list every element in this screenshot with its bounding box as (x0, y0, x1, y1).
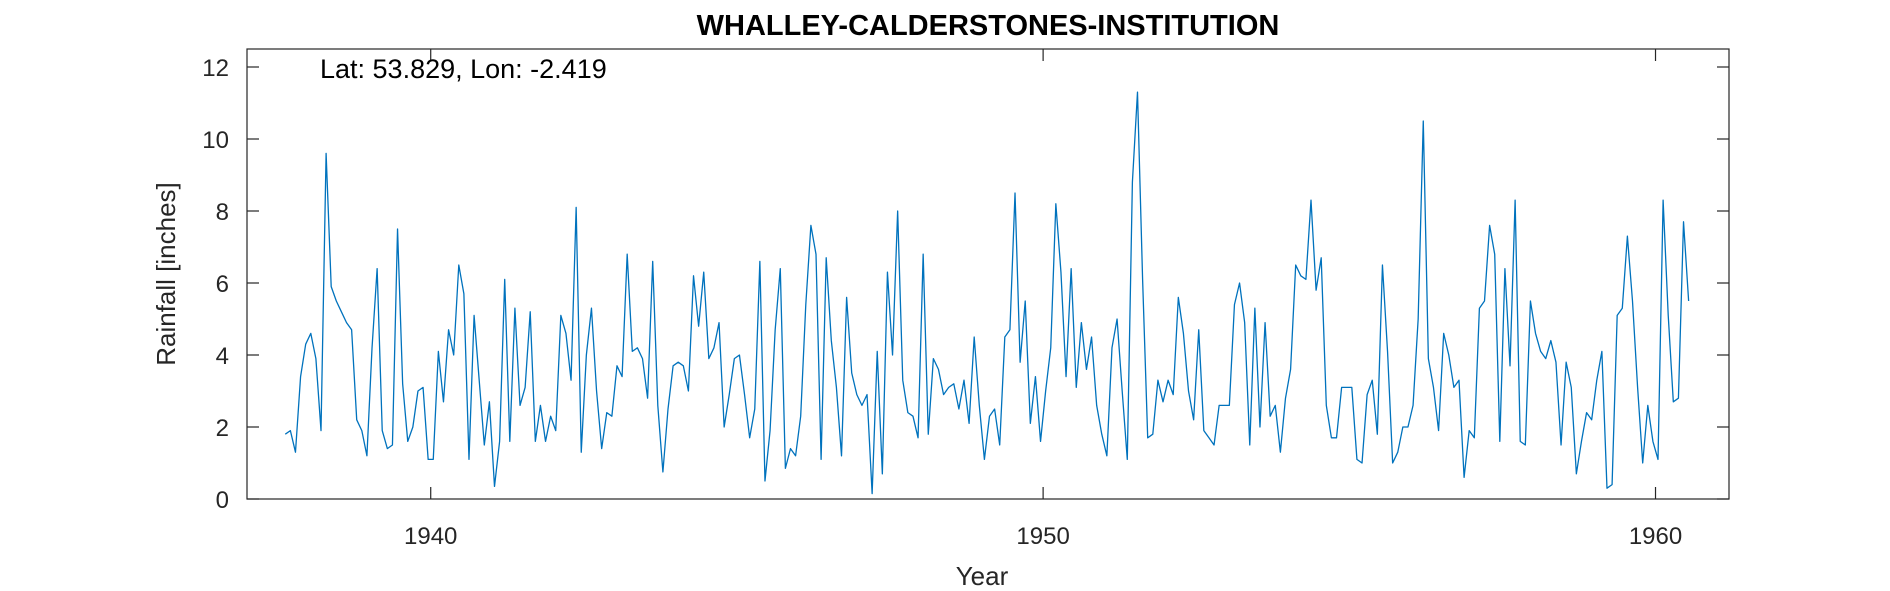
y-tick-label: 6 (216, 271, 229, 298)
y-axis-label: Rainfall [inches] (151, 182, 181, 366)
y-tick-label: 0 (216, 487, 229, 514)
x-tick-label: 1940 (404, 523, 457, 550)
x-tick-label: 1950 (1016, 523, 1069, 550)
lat-lon-annotation: Lat: 53.829, Lon: -2.419 (320, 54, 607, 84)
y-tick-label: 10 (202, 127, 229, 154)
chart-title: WHALLEY-CALDERSTONES-INSTITUTION (697, 10, 1280, 42)
y-tick-label: 4 (216, 343, 229, 370)
x-tick-labels: 1940 1950 1960 (404, 523, 1682, 550)
axis-ticks (247, 49, 1729, 500)
y-tick-label: 12 (202, 55, 229, 82)
x-tick-label: 1960 (1629, 523, 1682, 550)
rainfall-series-line (284, 91, 1690, 495)
y-tick-labels: 0 2 4 6 8 10 12 (202, 55, 229, 514)
y-tick-label: 8 (216, 199, 229, 226)
y-tick-label: 2 (216, 415, 229, 442)
x-axis-label: Year (956, 561, 1009, 591)
